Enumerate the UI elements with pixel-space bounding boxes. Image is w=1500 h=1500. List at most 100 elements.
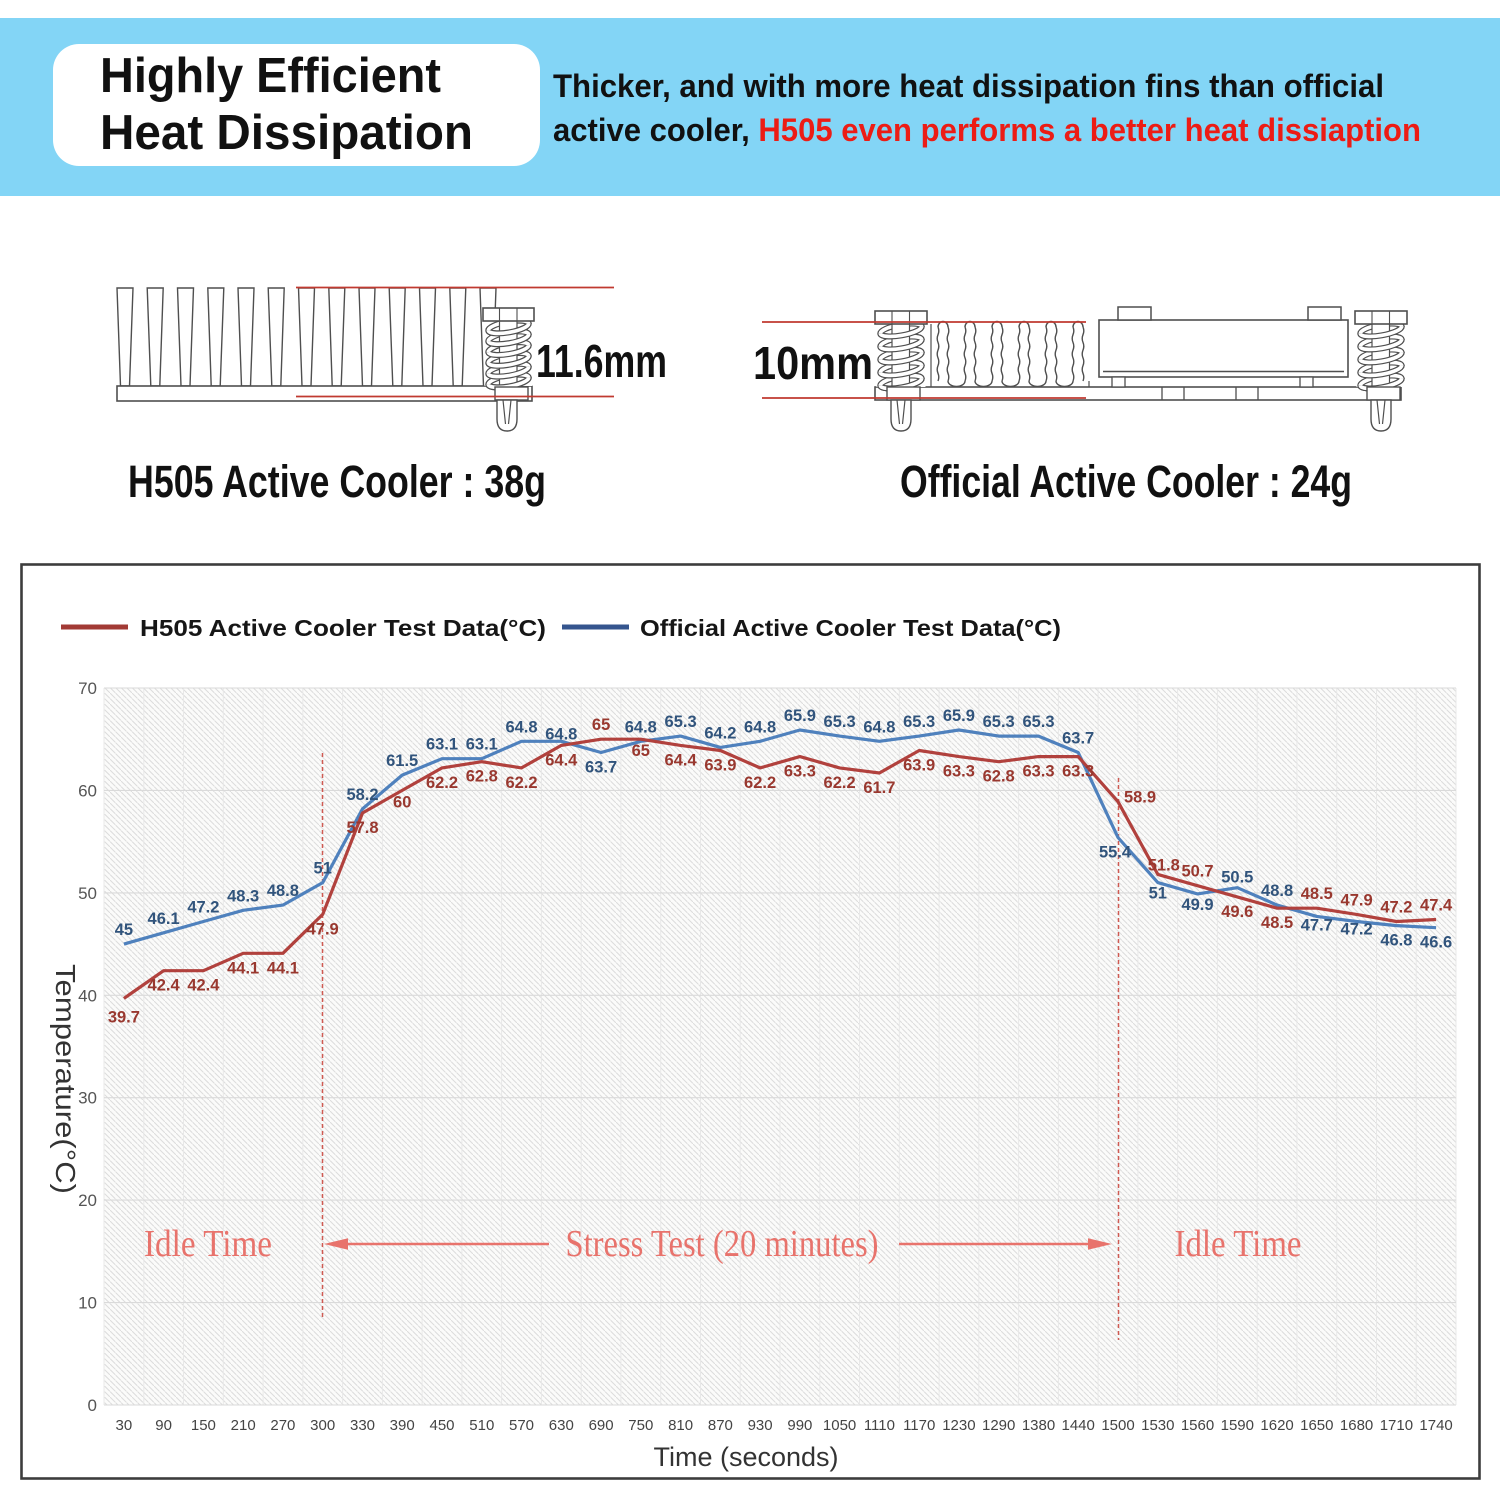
svg-text:1500: 1500 xyxy=(1101,1417,1134,1434)
svg-text:62.8: 62.8 xyxy=(983,768,1015,786)
svg-text:1380: 1380 xyxy=(1022,1417,1055,1434)
svg-text:300: 300 xyxy=(310,1417,335,1434)
svg-text:50.5: 50.5 xyxy=(1221,869,1253,887)
svg-text:630: 630 xyxy=(549,1417,574,1434)
svg-text:63.7: 63.7 xyxy=(1062,730,1094,748)
svg-text:450: 450 xyxy=(429,1417,454,1434)
svg-text:61.5: 61.5 xyxy=(386,752,418,770)
svg-text:63.1: 63.1 xyxy=(466,736,498,754)
svg-text:46.1: 46.1 xyxy=(148,910,180,928)
svg-text:Stress Test (20 minutes): Stress Test (20 minutes) xyxy=(566,1223,879,1265)
svg-text:47.2: 47.2 xyxy=(1380,899,1412,917)
svg-text:10: 10 xyxy=(78,1294,97,1313)
svg-text:61.7: 61.7 xyxy=(863,779,895,797)
svg-text:Official Active Cooler : 24g: Official Active Cooler : 24g xyxy=(900,456,1352,507)
svg-text:Idle Time: Idle Time xyxy=(1175,1223,1302,1265)
svg-text:48.5: 48.5 xyxy=(1261,914,1293,932)
svg-text:810: 810 xyxy=(668,1417,693,1434)
svg-text:1440: 1440 xyxy=(1062,1417,1095,1434)
svg-text:62.2: 62.2 xyxy=(505,774,537,792)
svg-text:64.2: 64.2 xyxy=(704,724,736,742)
svg-text:62.2: 62.2 xyxy=(824,774,856,792)
svg-text:Highly Efficient: Highly Efficient xyxy=(100,49,441,103)
svg-text:64.4: 64.4 xyxy=(545,751,578,769)
svg-text:210: 210 xyxy=(231,1417,256,1434)
svg-text:1290: 1290 xyxy=(982,1417,1015,1434)
svg-text:Temperature(°C): Temperature(°C) xyxy=(50,964,81,1194)
svg-text:44.1: 44.1 xyxy=(227,959,259,977)
svg-text:1710: 1710 xyxy=(1380,1417,1413,1434)
svg-text:65.9: 65.9 xyxy=(784,707,816,725)
svg-text:64.8: 64.8 xyxy=(744,718,776,736)
svg-text:62.8: 62.8 xyxy=(466,768,498,786)
svg-text:65.3: 65.3 xyxy=(665,713,697,731)
svg-text:570: 570 xyxy=(509,1417,534,1434)
svg-text:55.4: 55.4 xyxy=(1099,844,1132,862)
svg-text:48.5: 48.5 xyxy=(1301,885,1333,903)
svg-text:58.2: 58.2 xyxy=(346,786,378,804)
svg-text:58.9: 58.9 xyxy=(1124,789,1156,807)
svg-text:64.8: 64.8 xyxy=(505,718,537,736)
svg-text:30: 30 xyxy=(78,1089,97,1108)
svg-text:1530: 1530 xyxy=(1141,1417,1174,1434)
svg-text:Heat Dissipation: Heat Dissipation xyxy=(100,106,473,160)
svg-text:62.2: 62.2 xyxy=(744,774,776,792)
svg-text:10mm: 10mm xyxy=(753,337,873,389)
svg-text:870: 870 xyxy=(708,1417,733,1434)
svg-text:20: 20 xyxy=(78,1191,97,1210)
svg-text:63.9: 63.9 xyxy=(704,757,736,775)
svg-text:42.4: 42.4 xyxy=(148,977,181,995)
svg-text:44.1: 44.1 xyxy=(267,959,299,977)
svg-text:active cooler, H505 even perfo: active cooler, H505 even performs a bett… xyxy=(553,112,1421,148)
svg-text:30: 30 xyxy=(116,1417,133,1434)
svg-text:1620: 1620 xyxy=(1260,1417,1293,1434)
svg-text:64.8: 64.8 xyxy=(545,725,577,743)
svg-text:45: 45 xyxy=(115,921,133,939)
svg-text:63.3: 63.3 xyxy=(784,763,816,781)
svg-text:51: 51 xyxy=(1149,885,1167,903)
svg-text:Thicker, and with more heat di: Thicker, and with more heat dissipation … xyxy=(553,68,1384,104)
svg-text:39.7: 39.7 xyxy=(108,1008,140,1026)
svg-text:1050: 1050 xyxy=(823,1417,856,1434)
svg-text:70: 70 xyxy=(78,679,97,698)
svg-text:63.3: 63.3 xyxy=(1062,763,1094,781)
svg-text:1110: 1110 xyxy=(864,1417,895,1434)
svg-text:47.2: 47.2 xyxy=(1341,921,1373,939)
svg-text:65.9: 65.9 xyxy=(943,707,975,725)
svg-text:48.3: 48.3 xyxy=(227,887,259,905)
svg-text:1680: 1680 xyxy=(1340,1417,1373,1434)
svg-text:65.3: 65.3 xyxy=(983,713,1015,731)
svg-text:1170: 1170 xyxy=(903,1417,935,1434)
svg-text:H505 Active Cooler : 38g: H505 Active Cooler : 38g xyxy=(128,456,546,507)
svg-text:40: 40 xyxy=(78,986,97,1005)
svg-text:930: 930 xyxy=(748,1417,773,1434)
svg-text:1590: 1590 xyxy=(1221,1417,1254,1434)
svg-text:46.6: 46.6 xyxy=(1420,934,1452,952)
svg-text:62.2: 62.2 xyxy=(426,774,458,792)
svg-text:Time (seconds): Time (seconds) xyxy=(653,1442,838,1472)
svg-text:1230: 1230 xyxy=(942,1417,975,1434)
svg-text:63.3: 63.3 xyxy=(1022,763,1054,781)
svg-text:64.8: 64.8 xyxy=(625,718,657,736)
svg-text:510: 510 xyxy=(469,1417,494,1434)
svg-text:63.3: 63.3 xyxy=(943,763,975,781)
svg-text:51.8: 51.8 xyxy=(1148,856,1180,874)
svg-text:50: 50 xyxy=(78,884,97,903)
svg-text:49.6: 49.6 xyxy=(1221,903,1253,921)
svg-text:1650: 1650 xyxy=(1300,1417,1333,1434)
svg-text:1740: 1740 xyxy=(1419,1417,1452,1434)
svg-text:65.3: 65.3 xyxy=(824,713,856,731)
svg-text:750: 750 xyxy=(628,1417,653,1434)
svg-text:390: 390 xyxy=(390,1417,415,1434)
svg-text:60: 60 xyxy=(393,793,411,811)
svg-text:65.3: 65.3 xyxy=(903,713,935,731)
svg-text:65.3: 65.3 xyxy=(1022,713,1054,731)
svg-text:47.9: 47.9 xyxy=(307,920,339,938)
svg-text:270: 270 xyxy=(270,1417,295,1434)
svg-text:330: 330 xyxy=(350,1417,375,1434)
svg-text:42.4: 42.4 xyxy=(187,977,220,995)
svg-text:0: 0 xyxy=(88,1396,97,1415)
svg-text:65: 65 xyxy=(632,742,650,760)
svg-text:64.8: 64.8 xyxy=(863,718,895,736)
svg-text:48.8: 48.8 xyxy=(1261,882,1293,900)
